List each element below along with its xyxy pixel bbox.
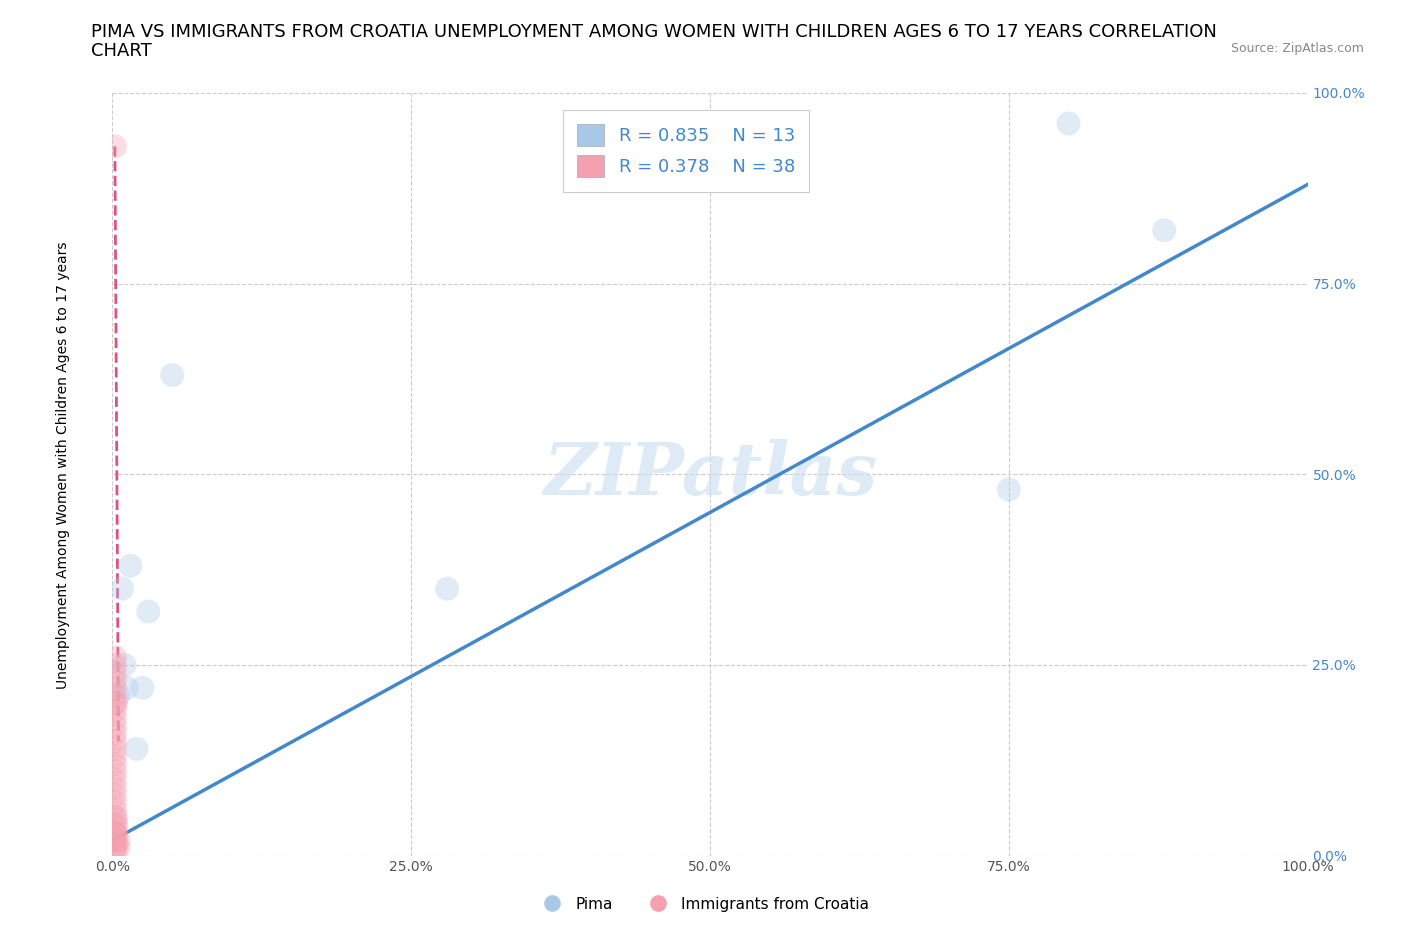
Point xyxy=(436,581,458,596)
Text: CHART: CHART xyxy=(91,42,152,60)
Point xyxy=(104,672,127,687)
Legend: Pima, Immigrants from Croatia: Pima, Immigrants from Croatia xyxy=(530,891,876,918)
Point xyxy=(104,833,127,848)
Point xyxy=(104,741,127,756)
Point xyxy=(1153,223,1175,238)
Point xyxy=(104,719,127,734)
Point xyxy=(104,757,127,772)
Point xyxy=(107,841,129,856)
Point xyxy=(120,558,142,573)
Point xyxy=(104,841,127,856)
Point xyxy=(998,482,1021,497)
Point xyxy=(104,772,127,787)
Point xyxy=(1057,116,1080,131)
Point xyxy=(104,711,127,725)
Point xyxy=(104,658,127,672)
Point xyxy=(105,833,128,848)
Point xyxy=(104,795,127,810)
Point xyxy=(104,650,127,665)
Point xyxy=(104,696,127,711)
Point xyxy=(104,841,127,856)
Point xyxy=(104,825,127,840)
Point xyxy=(138,604,160,619)
Point xyxy=(104,139,127,153)
Point xyxy=(104,665,127,680)
Point xyxy=(111,581,134,596)
Point xyxy=(104,787,127,802)
Point xyxy=(104,833,127,848)
Point xyxy=(105,696,128,711)
Point xyxy=(105,841,128,856)
Point xyxy=(105,810,128,825)
Text: Unemployment Among Women with Children Ages 6 to 17 years: Unemployment Among Women with Children A… xyxy=(56,241,70,689)
Point xyxy=(104,688,127,703)
Point xyxy=(115,681,138,696)
Point xyxy=(105,825,128,840)
Point xyxy=(107,833,129,848)
Text: Source: ZipAtlas.com: Source: ZipAtlas.com xyxy=(1230,42,1364,55)
Point xyxy=(104,703,127,718)
Point xyxy=(104,749,127,764)
Point xyxy=(104,825,127,840)
Point xyxy=(104,779,127,794)
Point xyxy=(107,688,129,703)
Point xyxy=(104,681,127,696)
Point xyxy=(104,817,127,832)
Point xyxy=(104,734,127,749)
Text: PIMA VS IMMIGRANTS FROM CROATIA UNEMPLOYMENT AMONG WOMEN WITH CHILDREN AGES 6 TO: PIMA VS IMMIGRANTS FROM CROATIA UNEMPLOY… xyxy=(91,23,1218,41)
Point xyxy=(104,803,127,817)
Point xyxy=(162,367,183,382)
Point xyxy=(104,810,127,825)
Text: ZIPatlas: ZIPatlas xyxy=(543,439,877,510)
Legend: R = 0.835    N = 13, R = 0.378    N = 38: R = 0.835 N = 13, R = 0.378 N = 38 xyxy=(562,110,810,192)
Point xyxy=(104,726,127,741)
Point xyxy=(104,764,127,779)
Point xyxy=(114,658,135,672)
Point xyxy=(125,741,148,756)
Point xyxy=(131,681,153,696)
Point xyxy=(105,817,128,832)
